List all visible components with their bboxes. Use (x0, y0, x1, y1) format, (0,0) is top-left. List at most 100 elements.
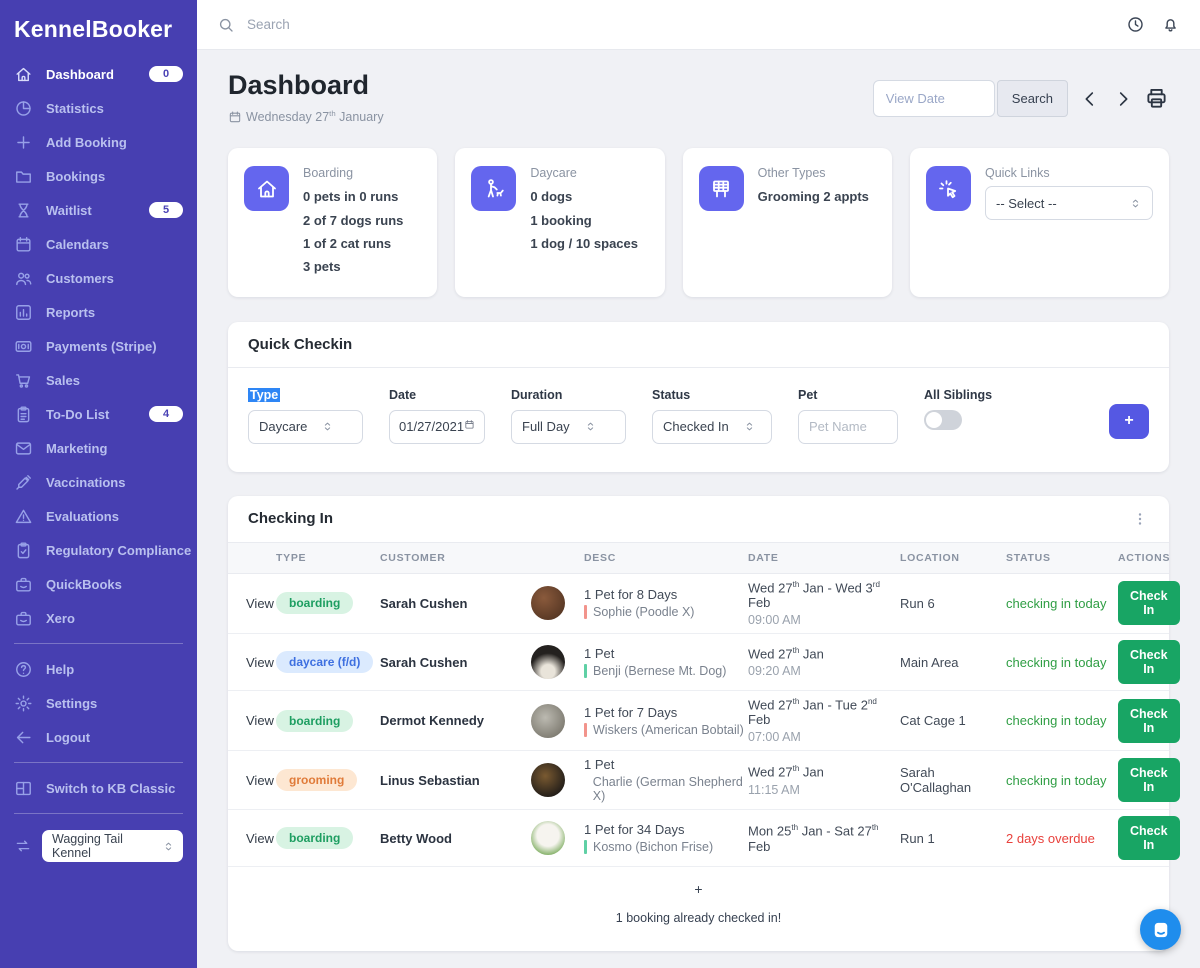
pet-avatar (531, 645, 565, 680)
type-badge: boarding (276, 709, 354, 732)
booking-date: Wed 27th Jan - Tue 2nd Feb (748, 697, 877, 728)
sidebar-item-logout[interactable]: Logout (0, 720, 197, 754)
chat-widget-button[interactable] (1140, 909, 1181, 950)
duration-select[interactable]: Full Day (511, 409, 626, 444)
sidebar-item-statistics[interactable]: Statistics (0, 91, 197, 125)
check-in-button[interactable]: Check In (1118, 698, 1180, 743)
kebab-menu-icon[interactable] (1131, 510, 1149, 528)
add-row-button[interactable]: + (694, 881, 703, 898)
sidebar-item-label: Marketing (46, 440, 108, 456)
sidebar-switch: Switch to KB Classic (0, 771, 197, 805)
check-in-button[interactable]: Check In (1118, 816, 1180, 861)
sidebar-item-vaccinations[interactable]: Vaccinations (0, 465, 197, 499)
sidebar-item-add-booking[interactable]: Add Booking (0, 125, 197, 159)
check-in-button[interactable]: Check In (1118, 640, 1180, 685)
checking-in-panel: Checking In TYPE CUSTOMER DESC DATE LOCA… (228, 495, 1180, 952)
app-logo: KennelBooker (14, 16, 173, 42)
help-circle-icon (14, 660, 33, 679)
booking-time: 09:20 AM (748, 664, 801, 679)
date-input[interactable]: 01/27/2021 (389, 409, 485, 444)
chevron-left-icon[interactable] (1079, 88, 1101, 110)
sidebar-item-label: Customers (46, 270, 114, 286)
status-label: Status (652, 387, 691, 402)
kennel-grid-icon-tile (698, 166, 744, 212)
sidebar-item-settings[interactable]: Settings (0, 686, 197, 720)
check-in-button[interactable]: Check In (1118, 758, 1180, 803)
customer-name[interactable]: Betty Wood (380, 830, 452, 846)
main-content: Dashboard Wednesday 27th January Search … (197, 50, 1200, 968)
view-date-input[interactable] (872, 80, 995, 117)
sidebar-item-waitlist[interactable]: Waitlist 5 (0, 193, 197, 227)
view-link[interactable]: View (246, 595, 274, 611)
date-search-button[interactable]: Search (996, 80, 1068, 117)
payment-icon (14, 337, 33, 356)
all-siblings-toggle[interactable] (924, 409, 962, 430)
desc-text: 1 Pet (584, 757, 615, 773)
customer-name[interactable]: Dermot Kennedy (380, 713, 485, 729)
desc-text: 1 Pet (584, 646, 615, 662)
pet-field: Pet (798, 388, 898, 444)
global-search-input[interactable] (247, 17, 1114, 32)
chevron-right-icon[interactable] (1112, 88, 1134, 110)
view-link[interactable]: View (246, 654, 274, 670)
card-title: Boarding (303, 166, 354, 181)
bell-icon[interactable] (1161, 15, 1180, 34)
sidebar-item-customers[interactable]: Customers (0, 261, 197, 295)
pet-marker (584, 840, 587, 855)
sidebar-item-marketing[interactable]: Marketing (0, 431, 197, 465)
updown-caret-icon (743, 420, 756, 433)
sidebar-item-reports[interactable]: Reports (0, 295, 197, 329)
sidebar-item-evaluations[interactable]: Evaluations (0, 499, 197, 533)
dog-walker-icon-tile (471, 166, 517, 212)
summary-card-boarding: Boarding 0 pets in 0 runs 2 of 7 dogs runs… (228, 148, 438, 297)
kennel-select[interactable]: Wagging Tail Kennel (42, 830, 183, 862)
pie-chart-icon (14, 99, 33, 118)
sidebar-item-help[interactable]: Help (0, 652, 197, 686)
sidebar-item-payments-stripe[interactable]: Payments (Stripe) (0, 329, 197, 363)
date-cell: Mon 25th Jan - Sat 27th Feb (748, 823, 900, 853)
updown-caret-icon (1129, 197, 1142, 210)
sidebar-item-sales[interactable]: Sales (0, 363, 197, 397)
customer-name[interactable]: Linus Sebastian (380, 772, 480, 788)
sidebar-item-regulatory-compliance[interactable]: Regulatory Compliance (0, 533, 197, 567)
type-select[interactable]: Daycare (248, 409, 363, 444)
sidebar-item-dashboard[interactable]: Dashboard 0 (0, 57, 197, 91)
briefcase-icon (14, 609, 33, 628)
desc-cell: 1 Pet Charlie (German Shepherd X) (584, 757, 748, 803)
topbar-icons (1126, 15, 1180, 34)
customer-name[interactable]: Sarah Cushen (380, 654, 468, 670)
clock-icon[interactable] (1126, 15, 1145, 34)
quick-links-select[interactable]: -- Select -- (984, 186, 1153, 221)
printer-icon[interactable] (1144, 86, 1169, 111)
sidebar-item-quickbooks[interactable]: QuickBooks (0, 567, 197, 601)
view-link[interactable]: View (246, 830, 274, 846)
sidebar-item-label: Switch to KB Classic (46, 780, 176, 796)
pet-line: Wiskers (American Bobtail) (584, 722, 748, 737)
sidebar-item-calendars[interactable]: Calendars (0, 227, 197, 261)
sidebar-item-xero[interactable]: Xero (0, 601, 197, 635)
sidebar-item-label: Vaccinations (46, 474, 126, 490)
pet-name-input[interactable] (798, 409, 898, 444)
quick-checkin-add-button[interactable]: + (1109, 403, 1149, 439)
sidebar-nav: Dashboard 0 Statistics Add Booking Bookings W… (0, 57, 197, 635)
calendar-icon (464, 419, 475, 434)
sidebar-item-to-do-list[interactable]: To-Do List 4 (0, 397, 197, 431)
view-link[interactable]: View (246, 713, 274, 729)
table-row: View grooming Linus Sebastian 1 Pet Charlie … (228, 751, 1180, 811)
sidebar-item-switch-to-kb-classic[interactable]: Switch to KB Classic (0, 771, 197, 805)
table-footer: + 1 booking already checked in! (228, 867, 1169, 951)
avatar-cell (512, 586, 584, 621)
status-select[interactable]: Checked In (652, 409, 772, 444)
sidebar-item-label: Evaluations (46, 508, 119, 524)
toggle-knob (926, 411, 942, 428)
envelope-icon (14, 439, 33, 458)
page-title: Dashboard (228, 70, 370, 100)
type-cell: grooming (276, 769, 380, 792)
type-badge: boarding (276, 827, 354, 850)
customer-name[interactable]: Sarah Cushen (380, 595, 468, 611)
status-text: checking in today (1006, 772, 1107, 788)
sidebar-item-bookings[interactable]: Bookings (0, 159, 197, 193)
status-text: 2 days overdue (1006, 830, 1095, 846)
check-in-button[interactable]: Check In (1118, 581, 1180, 626)
view-link[interactable]: View (246, 772, 274, 788)
